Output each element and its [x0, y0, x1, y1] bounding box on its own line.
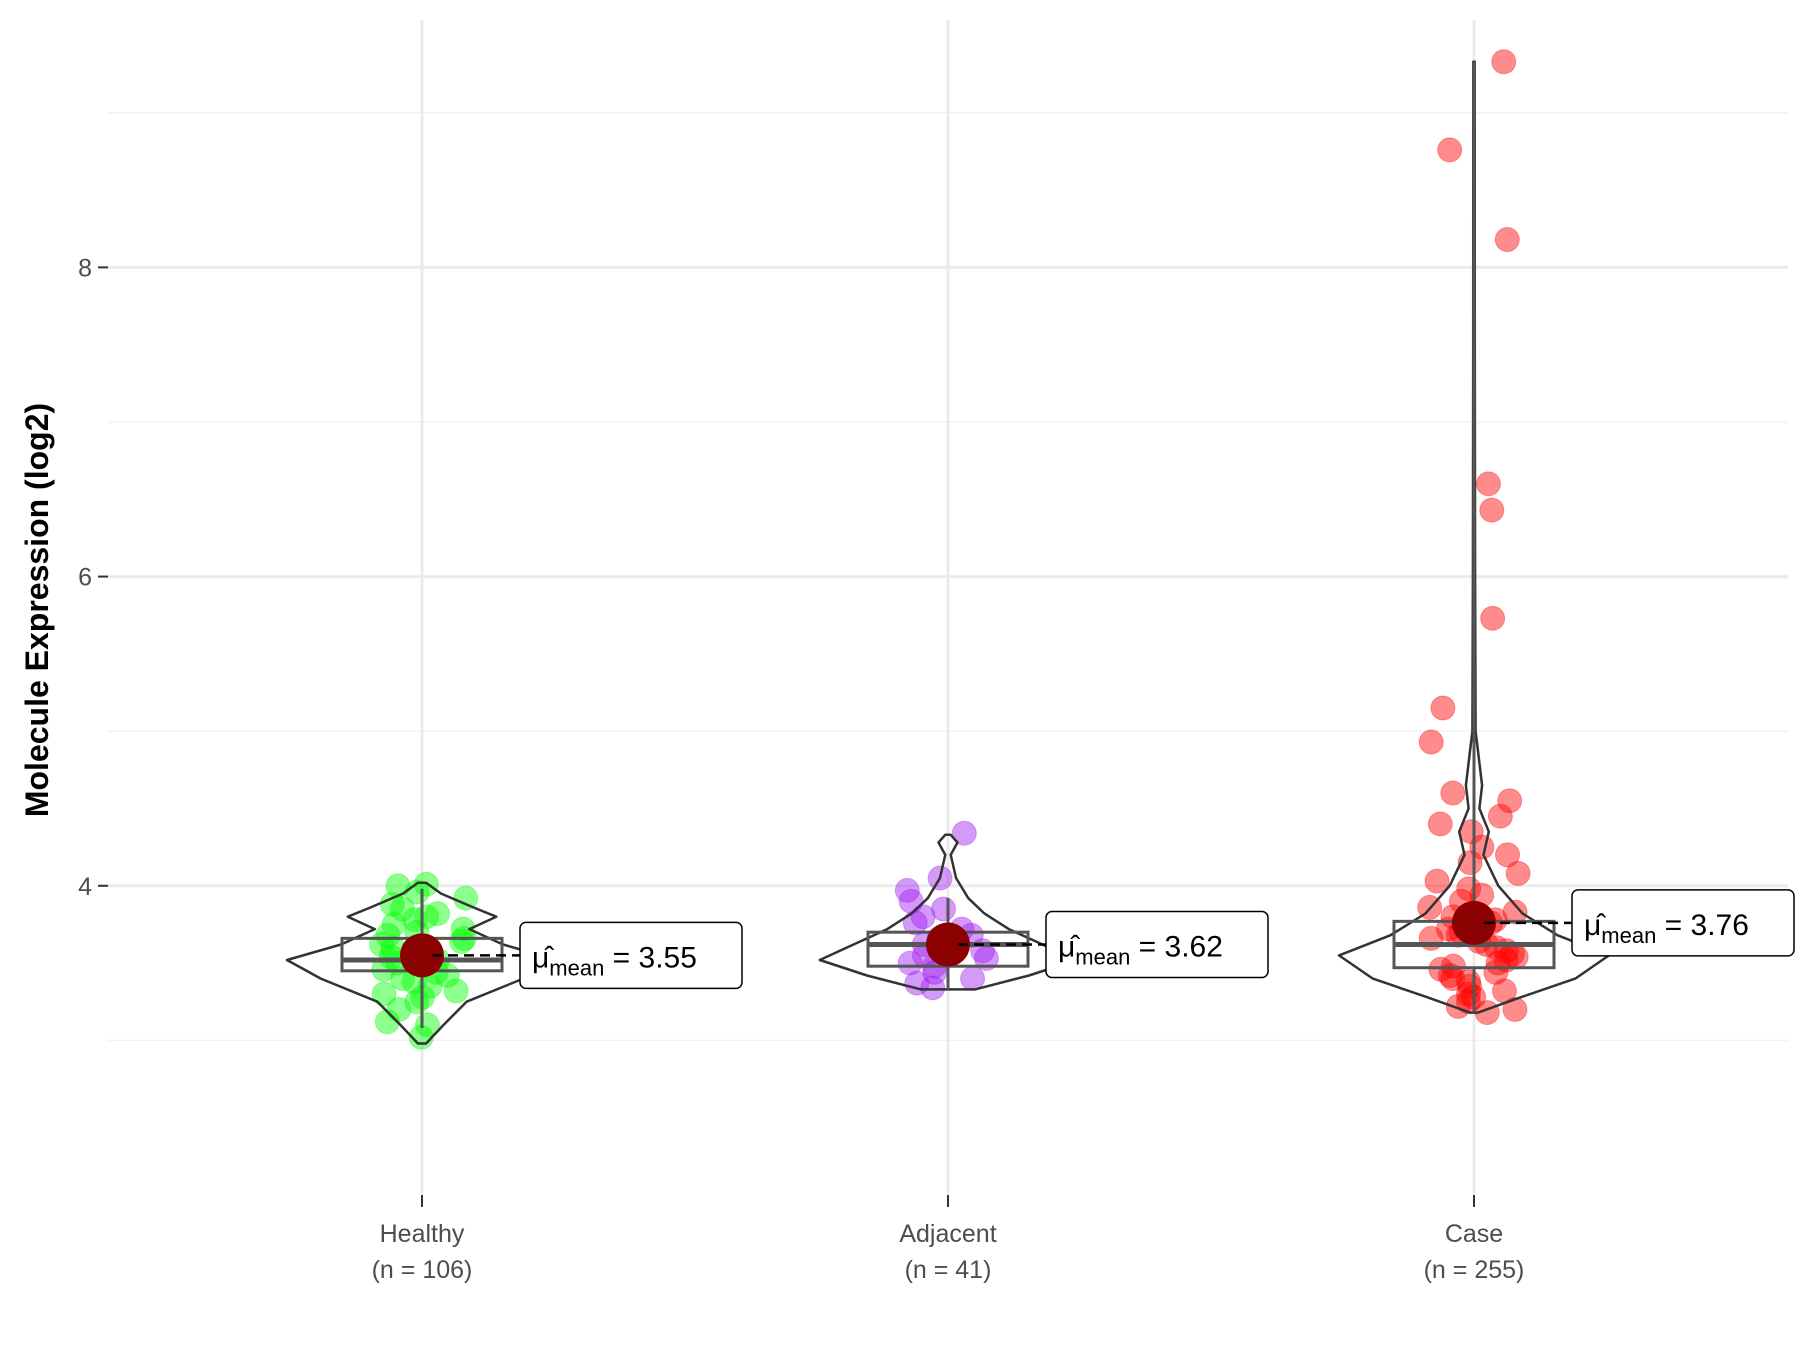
y-tick-label: 6: [78, 564, 92, 592]
data-point: [1437, 137, 1463, 163]
data-point: [1479, 497, 1505, 523]
data-layer: μ̂mean = 3.55 μ̂mean = 3.62μ̂mean = 3.76: [285, 49, 1795, 1050]
group-adjacent: μ̂mean = 3.62: [818, 820, 1269, 1001]
data-point: [385, 873, 411, 899]
data-point: [920, 975, 946, 1001]
mean-label-box: [1045, 910, 1269, 979]
data-point: [894, 877, 920, 903]
mean-subscript: mean: [1075, 945, 1130, 970]
mean-subscript: mean: [549, 955, 604, 980]
data-point: [375, 922, 401, 948]
x-tick-label: Case: [1445, 1220, 1503, 1248]
data-point: [1440, 953, 1466, 979]
data-point: [386, 996, 412, 1022]
mean-value: = 3.76: [1656, 909, 1749, 942]
x-tick-label: Adjacent: [899, 1220, 996, 1248]
y-tick-label: 8: [78, 254, 92, 282]
data-point: [1497, 788, 1523, 814]
data-point: [897, 950, 923, 976]
data-point: [1480, 605, 1506, 631]
data-point: [1493, 947, 1519, 973]
data-point: [1457, 973, 1483, 999]
mean-symbol: μ̂: [1058, 931, 1080, 964]
mean-label-box: [519, 921, 743, 990]
violin-outline: [818, 833, 1078, 991]
data-point: [450, 916, 476, 942]
mean-label-text: μ̂mean = 3.55: [532, 941, 697, 980]
mean-subscript: mean: [1601, 923, 1656, 948]
data-point: [1494, 227, 1520, 253]
data-point: [1456, 876, 1482, 902]
data-point: [1424, 868, 1450, 894]
mean-point: [926, 922, 970, 967]
mean-label-box: [1571, 889, 1795, 957]
data-point: [371, 956, 397, 982]
data-point: [1491, 49, 1517, 75]
data-point: [1502, 899, 1528, 925]
data-point: [443, 978, 469, 1004]
mean-point: [1452, 900, 1496, 945]
mean-label-text: μ̂mean = 3.62: [1058, 931, 1223, 970]
violin-outline: [1337, 60, 1611, 1014]
x-tick-sublabel: (n = 106): [372, 1256, 473, 1284]
data-point: [1505, 860, 1531, 886]
axis-layer: 4 6 8 Healthy (n = 106) Adjacent (n = 41) Case (…: [78, 254, 1524, 1284]
data-point: [449, 928, 475, 954]
mean-point: [400, 933, 444, 978]
data-point: [1475, 471, 1501, 497]
mean-value: = 3.55: [604, 941, 697, 974]
data-point: [1483, 935, 1509, 961]
x-tick-sublabel: (n = 41): [905, 1256, 992, 1284]
data-point: [1445, 993, 1471, 1019]
data-point: [1495, 842, 1521, 868]
data-point: [1427, 811, 1453, 837]
group-healthy: μ̂mean = 3.55: [285, 871, 743, 1050]
y-tick-label: 4: [78, 873, 92, 901]
data-point: [1487, 803, 1513, 829]
data-point: [1428, 956, 1454, 982]
mean-symbol: μ̂: [532, 941, 554, 974]
group-case: μ̂mean = 3.76: [1337, 49, 1795, 1026]
mean-value: = 3.62: [1130, 931, 1223, 964]
data-point: [381, 911, 407, 937]
data-point: [1499, 941, 1525, 967]
data-point: [910, 904, 936, 930]
data-point: [389, 896, 415, 922]
data-point: [371, 981, 397, 1007]
data-point: [1418, 729, 1444, 755]
y-axis-title: Molecule Expression (log2): [19, 403, 55, 817]
x-tick-label: Healthy: [380, 1220, 465, 1248]
data-point: [374, 1009, 400, 1035]
data-point: [1440, 780, 1466, 806]
data-point: [931, 896, 957, 922]
data-point: [424, 901, 450, 927]
data-point: [1502, 996, 1528, 1022]
mean-label-text: μ̂mean = 3.76: [1584, 909, 1749, 948]
mean-symbol: μ̂: [1584, 909, 1606, 942]
data-point: [1437, 962, 1463, 988]
data-point: [951, 820, 977, 846]
x-tick-sublabel: (n = 255): [1424, 1256, 1525, 1284]
data-point: [1430, 695, 1456, 721]
